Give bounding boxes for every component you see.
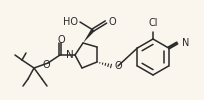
Text: O: O bbox=[114, 61, 122, 71]
Text: N: N bbox=[66, 50, 74, 60]
Text: Cl: Cl bbox=[147, 18, 157, 28]
Text: O: O bbox=[42, 60, 50, 70]
Text: O: O bbox=[109, 17, 116, 27]
Text: O: O bbox=[57, 35, 64, 45]
Polygon shape bbox=[83, 29, 94, 43]
Text: HO: HO bbox=[63, 17, 78, 27]
Text: N: N bbox=[181, 38, 189, 48]
